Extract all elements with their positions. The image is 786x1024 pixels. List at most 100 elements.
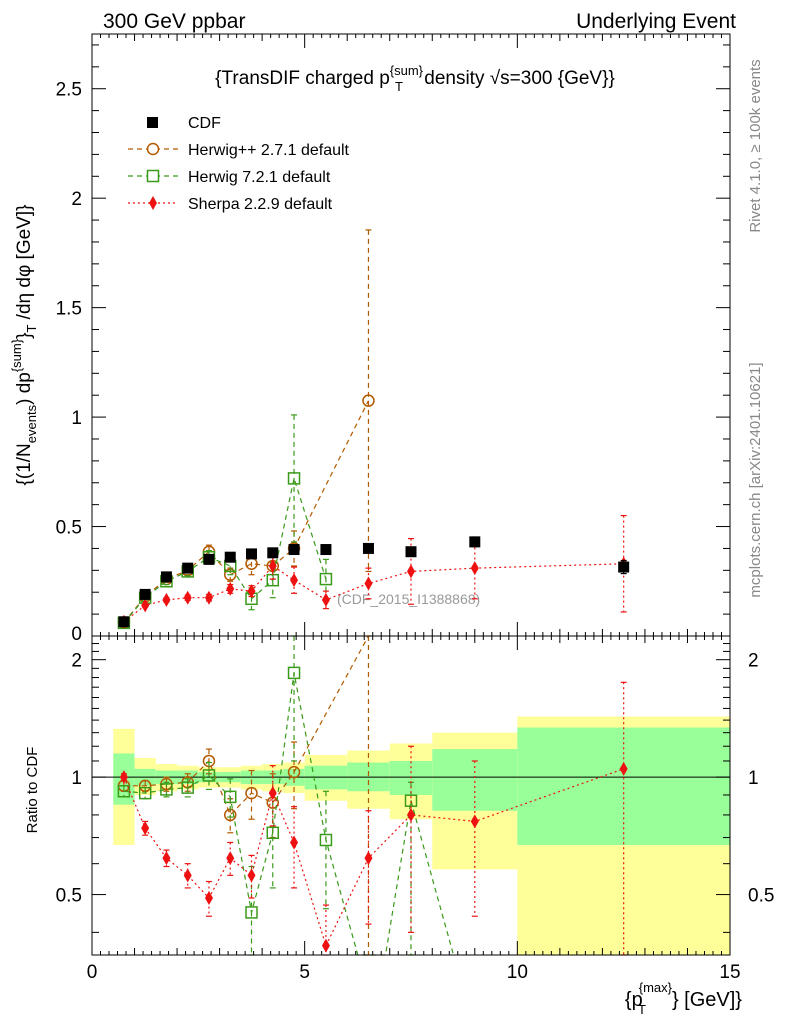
- data-point-cdf: [320, 544, 332, 556]
- ratio-point-sherpa-2-2-9-default: [364, 851, 373, 866]
- legend: CDF Herwig++ 2.7.1 default Herwig 7.2.1 …: [128, 115, 350, 213]
- analysis-watermark: (CDF_2015_I1388868): [337, 591, 480, 607]
- ratio-y-tick-label: 2: [71, 651, 82, 672]
- data-point-sherpa-2-2-9-default: [247, 584, 256, 599]
- data-point-sherpa-2-2-9-default: [321, 592, 330, 607]
- ratio-point-herwig-7-2-1-default: [287, 666, 301, 680]
- legend-label-cdf: CDF: [188, 115, 221, 132]
- legend-label-herwig7: Herwig 7.2.1 default: [188, 169, 331, 186]
- data-point-sherpa-2-2-9-default: [183, 590, 192, 605]
- ratio-point-herwig-7-2-1-default: [319, 833, 333, 847]
- data-point-cdf: [160, 571, 172, 583]
- rivet-label: Rivet 4.1.0, ≥ 100k events: [747, 59, 764, 232]
- axes: 0 5 10 15 0.5 1 1.5 2 2.5 0 0.5 0.5 1 1 2 2: [56, 33, 774, 983]
- legend-entry-sherpa: Sherpa 2.2.9 default: [128, 196, 333, 213]
- ratio-point-sherpa-2-2-9-default: [141, 821, 150, 836]
- main-plot-series: [117, 229, 630, 630]
- header-left: 300 GeV ppbar: [103, 10, 245, 33]
- legend-label-sherpa: Sherpa 2.2.9 default: [188, 196, 333, 213]
- chart-title: {TransDIF charged p{sum} T density √s=300…: [215, 63, 615, 94]
- data-point-cdf: [288, 544, 300, 556]
- y-tick-label: 2: [71, 189, 82, 210]
- legend-entry-cdf: CDF: [147, 115, 221, 132]
- ratio-point-herwig-7-2-1-default: [245, 906, 258, 919]
- ratio-y-tick-label-right: 1: [748, 768, 759, 789]
- data-point-herwig-7-2-1-default: [287, 472, 301, 485]
- y-axis-label: {(1/Nevents) dp{sum}}T /dη dφ [GeV]}: [9, 205, 39, 486]
- ratio-line-sherpa-2-2-9-default: [123, 768, 624, 948]
- y-tick-label: 1.5: [56, 299, 82, 320]
- y-tick-label: 1: [71, 408, 82, 429]
- ratio-point-sherpa-2-2-9-default: [204, 890, 213, 905]
- data-point-sherpa-2-2-9-default: [268, 558, 277, 573]
- ratio-point-sherpa-2-2-9-default: [247, 868, 256, 883]
- y-tick-label: 2.5: [56, 80, 82, 101]
- ratio-series-herwig-7-2-1-default: [117, 635, 455, 956]
- ratio-plot-series: [117, 635, 628, 956]
- ratio-frame: [91, 635, 731, 956]
- data-point-cdf: [182, 562, 194, 574]
- ratio-point-herwig-7-2-1-default: [223, 790, 237, 804]
- ratio-point-sherpa-2-2-9-default: [407, 807, 415, 822]
- legend-marker-cdf: [147, 117, 158, 128]
- data-point-cdf: [139, 588, 151, 600]
- ratio-point-herwig-7-2-1-default: [266, 826, 280, 840]
- ratio-line-herwig-2-7-1-default: [123, 635, 369, 817]
- ratio-y-tick-label: 0.5: [56, 886, 82, 907]
- data-point-herwig-2-7-1-default: [362, 394, 375, 407]
- data-point-sherpa-2-2-9-default: [204, 590, 213, 605]
- ratio-y-tick-label: 1: [71, 768, 82, 789]
- series-cdf: [118, 536, 630, 628]
- ratio-band-green: [432, 749, 518, 811]
- legend-entry-herwigpp: Herwig++ 2.7.1 default: [128, 142, 350, 159]
- ratio-point-herwig-2-7-1-default: [287, 765, 301, 779]
- ratio-point-sherpa-2-2-9-default: [268, 786, 277, 801]
- svg-text:Ratio to CDF: Ratio to CDF: [24, 747, 41, 834]
- data-point-cdf: [362, 542, 374, 554]
- data-point-cdf: [618, 561, 630, 573]
- legend-marker-herwig7: [146, 169, 160, 183]
- ratio-point-sherpa-2-2-9-default: [619, 761, 628, 776]
- data-point-cdf: [224, 551, 236, 563]
- ratio-point-herwig-7-2-1-default: [404, 794, 418, 807]
- x-tick-label: 5: [299, 962, 310, 983]
- data-point-cdf: [405, 546, 417, 558]
- ratio-point-sherpa-2-2-9-default: [162, 851, 171, 866]
- series-line-herwig-2-7-1-default: [123, 400, 370, 623]
- data-point-cdf: [469, 536, 481, 548]
- ratio-point-herwig-7-2-1-default: [202, 769, 216, 782]
- legend-label-herwigpp: Herwig++ 2.7.1 default: [188, 142, 350, 159]
- svg-text:{(1/Nevents) dp{sum}}T /dη dφ: {(1/Nevents) dp{sum}}T /dη dφ [GeV]}: [9, 205, 39, 486]
- legend-entry-herwig7: Herwig 7.2.1 default: [128, 169, 331, 186]
- data-point-herwig-7-2-1-default: [319, 572, 333, 586]
- svg-text:mcplots.cern.ch [arXiv:2401.10: mcplots.cern.ch [arXiv:2401.10621]: [747, 362, 764, 597]
- x-tick-label: 0: [87, 962, 98, 983]
- data-point-sherpa-2-2-9-default: [162, 592, 171, 607]
- x-tick-label: 15: [719, 962, 740, 983]
- data-point-cdf: [118, 616, 130, 628]
- ratio-point-herwig-7-2-1-default: [160, 783, 173, 796]
- ratio-band-green: [517, 727, 730, 845]
- ratio-point-sherpa-2-2-9-default: [226, 851, 235, 866]
- ratio-point-sherpa-2-2-9-default: [290, 835, 299, 850]
- legend-marker-sherpa: [149, 196, 157, 210]
- data-point-cdf: [203, 553, 215, 565]
- header-right: Underlying Event: [576, 10, 736, 33]
- ratio-point-sherpa-2-2-9-default: [321, 938, 330, 953]
- series-line-herwig-7-2-1-default: [123, 476, 327, 624]
- y-tick-label-zero: 0: [71, 624, 82, 645]
- y-tick-label: 0.5: [56, 518, 82, 539]
- ratio-point-sherpa-2-2-9-default: [470, 814, 479, 829]
- ratio-point-herwig-2-7-1-default: [245, 786, 258, 800]
- legend-marker-herwigpp: [146, 142, 160, 156]
- data-point-sherpa-2-2-9-default: [141, 598, 150, 613]
- ratio-y-tick-label-right: 0.5: [748, 886, 774, 907]
- ratio-point-herwig-7-2-1-default: [181, 781, 194, 794]
- ratio-y-tick-label-right: 2: [748, 651, 759, 672]
- data-point-cdf: [246, 548, 257, 560]
- data-point-sherpa-2-2-9-default: [407, 564, 415, 579]
- ratio-line-herwig-7-2-1-default: [123, 672, 455, 956]
- data-point-sherpa-2-2-9-default: [470, 561, 479, 576]
- ratio-y-axis-label: Ratio to CDF: [24, 747, 41, 834]
